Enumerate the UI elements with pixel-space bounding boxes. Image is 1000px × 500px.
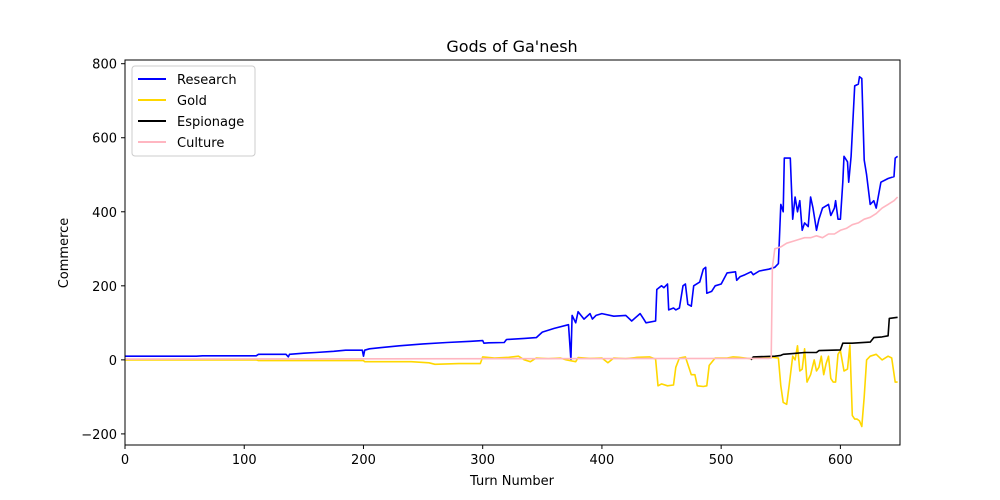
- x-tick-label: 400: [590, 453, 615, 468]
- y-tick-label: 600: [92, 132, 117, 147]
- x-axis-label: Turn Number: [469, 474, 555, 489]
- x-tick-label: 500: [709, 453, 734, 468]
- y-tick-label: 0: [109, 354, 117, 369]
- series-line-espionage: [750, 316, 898, 361]
- plot-frame: [124, 59, 901, 446]
- series-line-research: [125, 75, 899, 361]
- legend-label-culture: Culture: [177, 136, 224, 151]
- y-tick-label: 400: [92, 206, 117, 221]
- legend: Research Gold Espionage Culture: [131, 65, 256, 157]
- series-line-gold: [125, 344, 898, 428]
- legend-label-espionage: Espionage: [177, 115, 244, 130]
- x-tick-label: 0: [121, 453, 129, 468]
- series-group: [125, 75, 899, 428]
- x-tick-label: 600: [828, 453, 853, 468]
- x-tick-label: 200: [351, 453, 376, 468]
- chart-title: Gods of Ga'nesh: [446, 37, 577, 56]
- legend-label-research: Research: [177, 73, 237, 88]
- x-tick-label: 100: [232, 453, 257, 468]
- y-axis-label: Commerce: [57, 218, 72, 289]
- legend-label-gold: Gold: [177, 94, 207, 109]
- y-tick-label: 800: [92, 58, 117, 73]
- x-tick-label: 300: [470, 453, 495, 468]
- series-line-culture: [125, 196, 899, 360]
- y-tick-label: −200: [81, 428, 117, 443]
- plot-area: 0 100 200 300 400 500 600 −200 0 200 400 600 800 Rese…: [81, 58, 901, 468]
- y-tick-label: 200: [92, 280, 117, 295]
- legend-box: [131, 65, 256, 157]
